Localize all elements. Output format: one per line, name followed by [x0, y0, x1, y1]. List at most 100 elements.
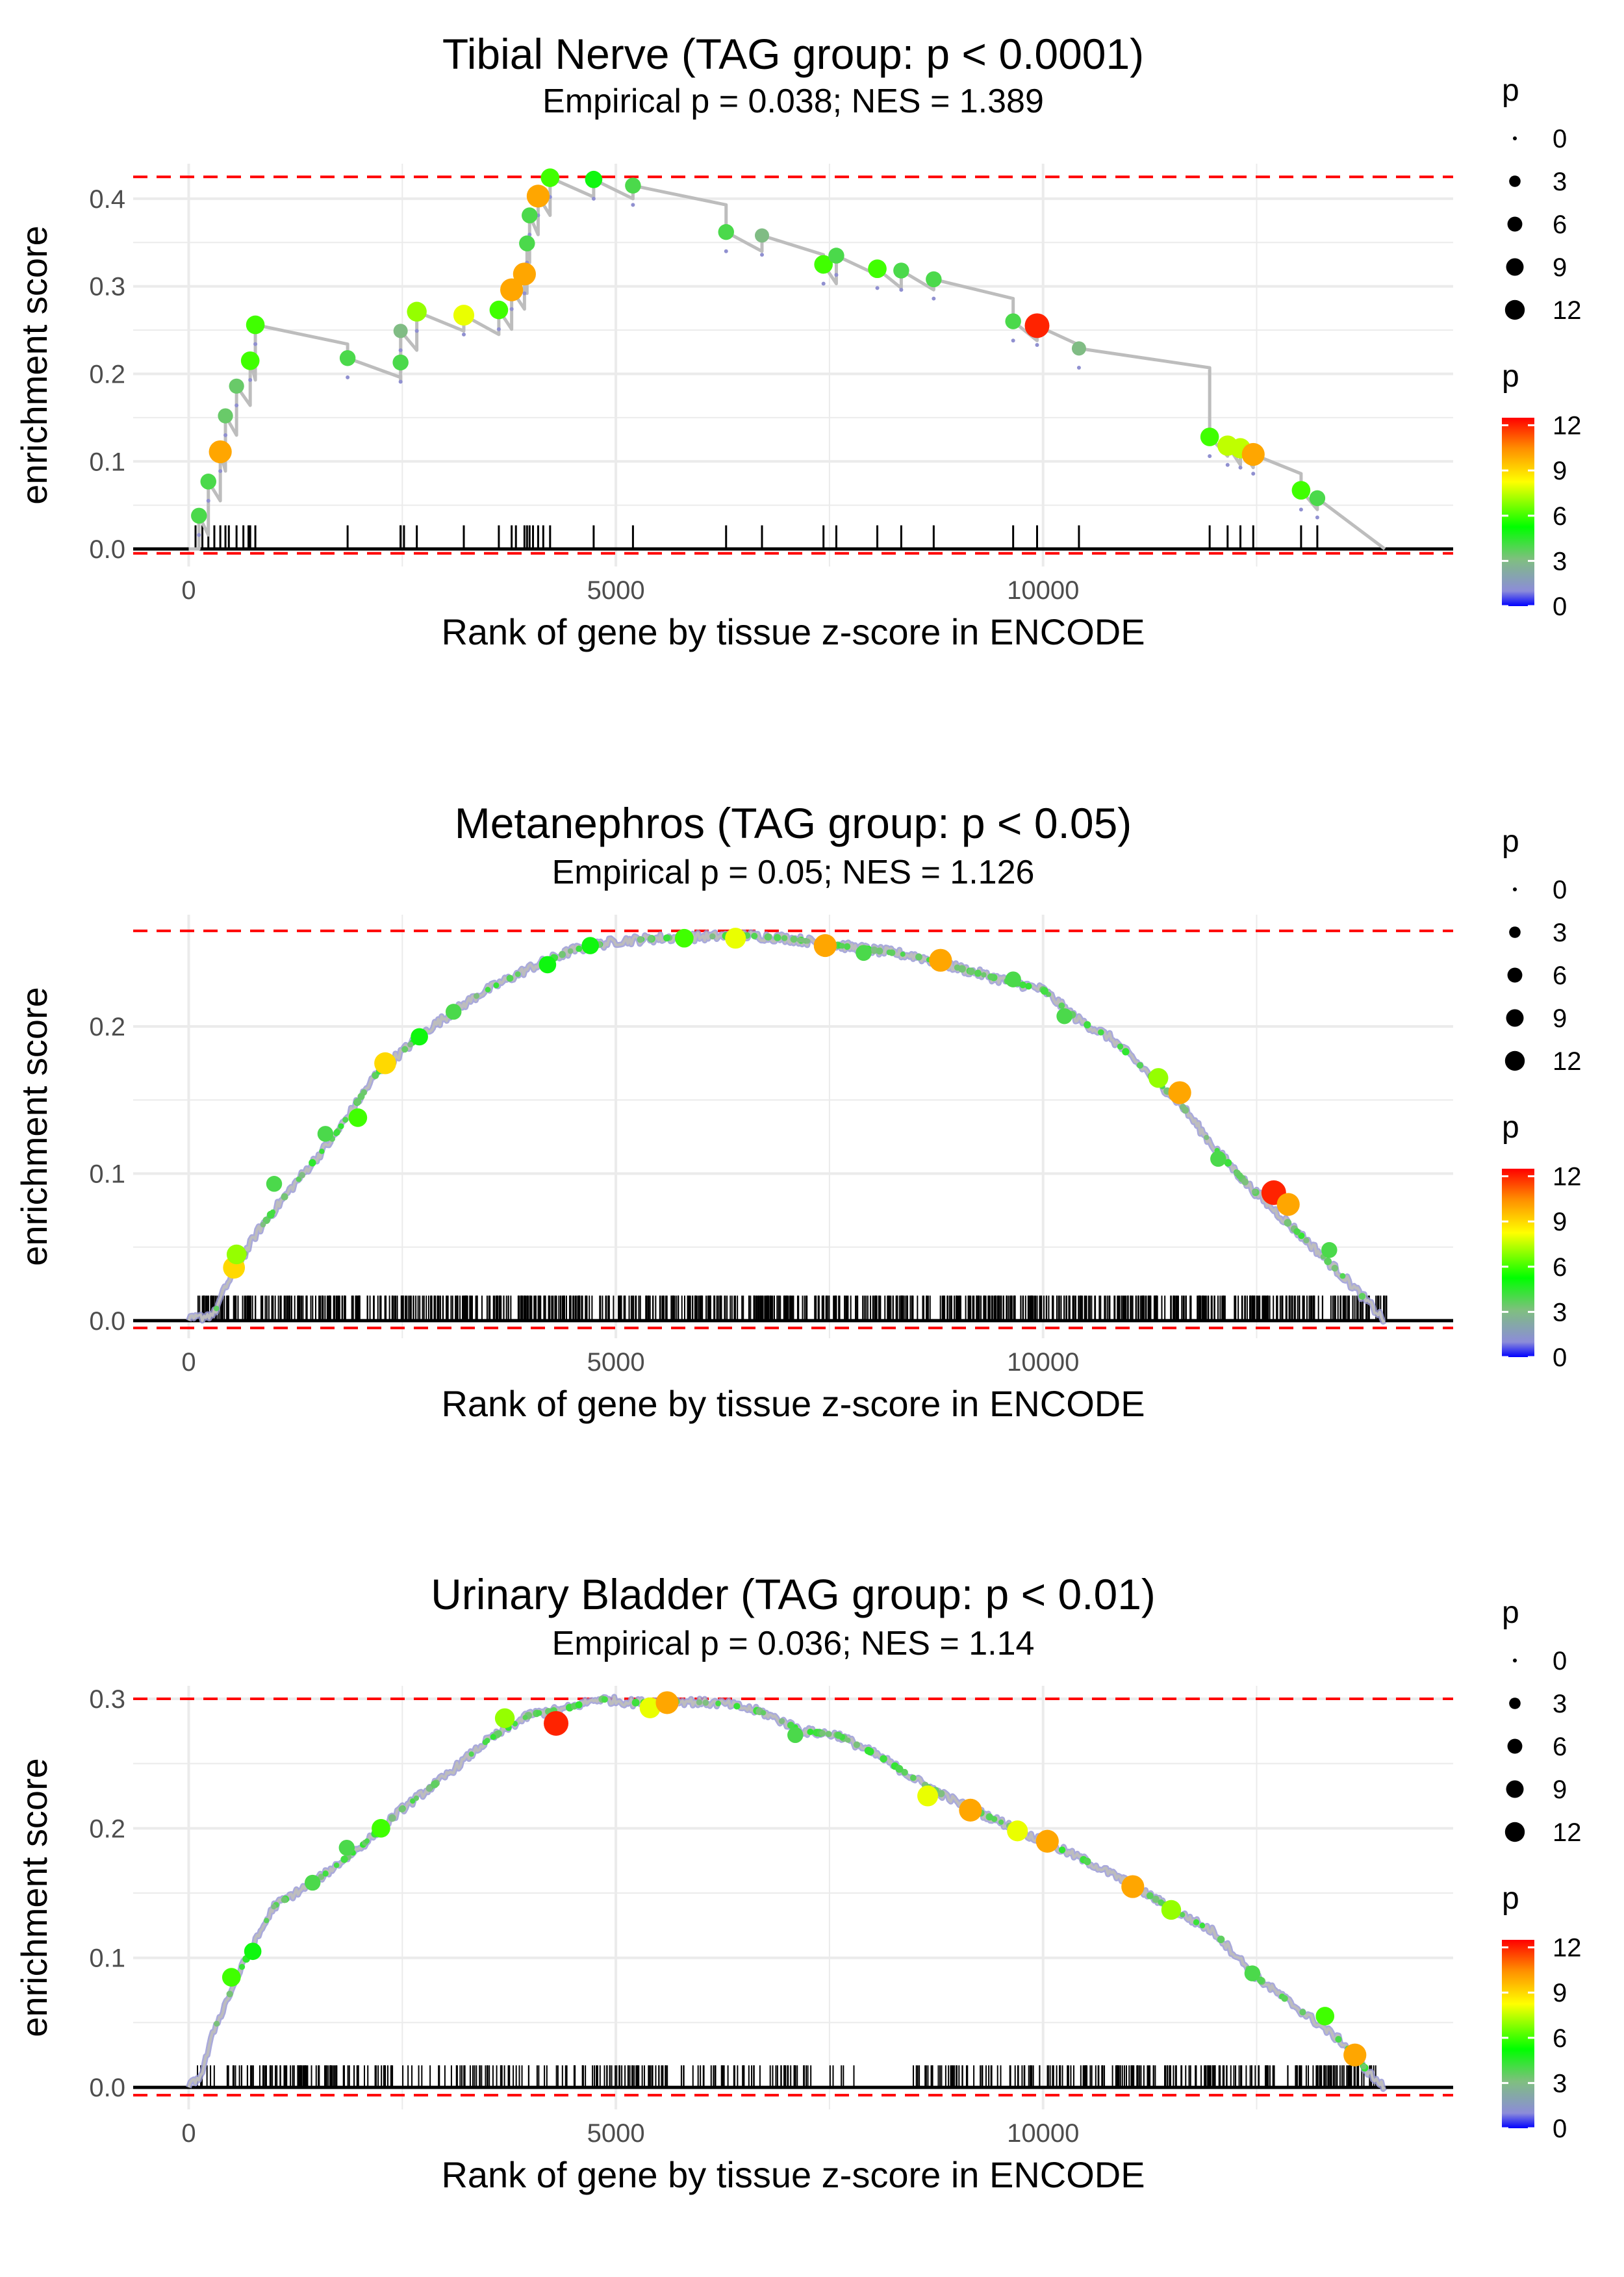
legend-color-label: 6 — [1553, 502, 1567, 531]
small-gene-point — [853, 1741, 861, 1748]
curve-node — [821, 281, 826, 286]
gene-point — [392, 354, 409, 371]
y-axis-label: enrichment score — [14, 225, 55, 505]
small-gene-point — [270, 1209, 276, 1215]
gene-point — [222, 1968, 241, 1987]
small-gene-point — [870, 946, 878, 954]
curve-node — [398, 379, 403, 384]
legend-size-key — [1513, 136, 1517, 140]
legend-size-label: 9 — [1553, 253, 1567, 282]
gene-point — [1210, 1151, 1226, 1167]
y-tick-label: 0.1 — [89, 1160, 125, 1188]
small-gene-point — [213, 1305, 220, 1312]
gene-point — [1071, 341, 1086, 356]
small-gene-point — [567, 948, 574, 954]
panel-3: Urinary Bladder (TAG group: p < 0.01) Emp… — [14, 1570, 1582, 2195]
legend-size-key — [1513, 887, 1517, 891]
gene-points — [191, 168, 1326, 524]
legend-color: p 0 3 6 9 12 — [1502, 359, 1582, 621]
small-gene-point — [364, 1838, 370, 1844]
small-gene-point — [715, 1700, 721, 1707]
legend-color-title: p — [1502, 1881, 1519, 1916]
gene-point — [718, 223, 734, 240]
gene-point — [445, 1004, 462, 1020]
small-gene-point — [1281, 1995, 1288, 2002]
enrichment-line — [188, 176, 1386, 551]
x-axis-label: Rank of gene by tissue z-score in ENCODE — [441, 2154, 1145, 2195]
legend-size-title: p — [1502, 1596, 1519, 1630]
gene-point — [348, 1108, 368, 1127]
small-gene-point — [281, 1193, 288, 1201]
gene-point — [1056, 1008, 1072, 1024]
gene-point — [581, 937, 599, 954]
legend-size-label: 6 — [1553, 210, 1567, 239]
small-gene-point — [576, 945, 583, 952]
y-tick-label: 0.2 — [89, 1013, 125, 1041]
enrichment-curve — [186, 928, 1387, 1325]
gene-point — [539, 956, 557, 974]
legend-size: p 0 3 6 9 12 — [1502, 1596, 1582, 1847]
small-gene-point — [1339, 1273, 1346, 1279]
gene-point — [519, 235, 535, 251]
small-gene-point — [262, 1216, 270, 1225]
x-tick-label: 10000 — [1007, 576, 1079, 605]
legend-size-key — [1506, 1009, 1524, 1027]
gene-point — [828, 248, 844, 264]
small-gene-point — [493, 982, 500, 989]
gene-point — [813, 934, 837, 958]
gene-point — [754, 228, 769, 243]
small-gene-point — [981, 972, 987, 978]
small-gene-point — [281, 1896, 288, 1903]
gene-point — [209, 440, 232, 464]
small-gene-point — [318, 1874, 325, 1880]
curve-node — [398, 348, 403, 353]
small-gene-point — [825, 1731, 832, 1738]
gene-point — [1168, 1081, 1191, 1104]
small-gene-point — [264, 1918, 270, 1924]
legend-size-label: 0 — [1553, 125, 1567, 153]
enrichment-line-halo — [186, 928, 1387, 1325]
legend-size-key — [1504, 1050, 1525, 1071]
gene-point — [338, 1839, 355, 1856]
gene-point — [540, 168, 560, 187]
x-axis-label: Rank of gene by tissue z-score in ENCODE — [441, 1383, 1145, 1424]
legend-size-label: 0 — [1553, 876, 1567, 904]
small-gene-point — [506, 974, 514, 982]
legend-size-key — [1504, 1822, 1525, 1842]
curve-node — [724, 249, 728, 253]
small-gene-point — [1284, 1219, 1292, 1227]
small-gene-point — [559, 950, 566, 958]
small-gene-point — [1303, 1237, 1310, 1244]
small-gene-point — [954, 964, 961, 971]
legend-color-label: 9 — [1553, 1208, 1567, 1236]
small-gene-point — [407, 1041, 414, 1048]
gene-point — [339, 350, 356, 366]
small-gene-point — [1058, 1002, 1065, 1010]
legend-color: p 0 3 6 9 12 — [1502, 1110, 1582, 1372]
small-gene-point — [1252, 1188, 1258, 1195]
small-gene-point — [1299, 2009, 1306, 2016]
legend-size-key — [1509, 1698, 1521, 1709]
legend-colorbar — [1502, 418, 1534, 606]
curve-node — [631, 203, 635, 207]
small-gene-point — [485, 987, 491, 993]
small-gene-point — [805, 938, 811, 944]
gene-point — [453, 305, 475, 326]
small-gene-point — [1217, 1935, 1225, 1944]
small-gene-point — [631, 1698, 640, 1707]
x-tick-label: 0 — [181, 1348, 196, 1377]
chart-subtitle: Empirical p = 0.036; NES = 1.14 — [552, 1625, 1035, 1662]
small-gene-point — [819, 1730, 826, 1736]
gene-point — [585, 170, 603, 188]
curve-node — [1208, 454, 1212, 459]
gene-point — [372, 1819, 390, 1838]
small-gene-point — [1084, 1021, 1091, 1028]
small-gene-point — [342, 1117, 349, 1123]
small-gene-point — [575, 1701, 583, 1709]
curve-node — [1035, 343, 1039, 347]
legend-size-label: 12 — [1553, 1818, 1582, 1847]
gene-point — [725, 928, 746, 949]
small-gene-point — [1122, 1048, 1130, 1056]
